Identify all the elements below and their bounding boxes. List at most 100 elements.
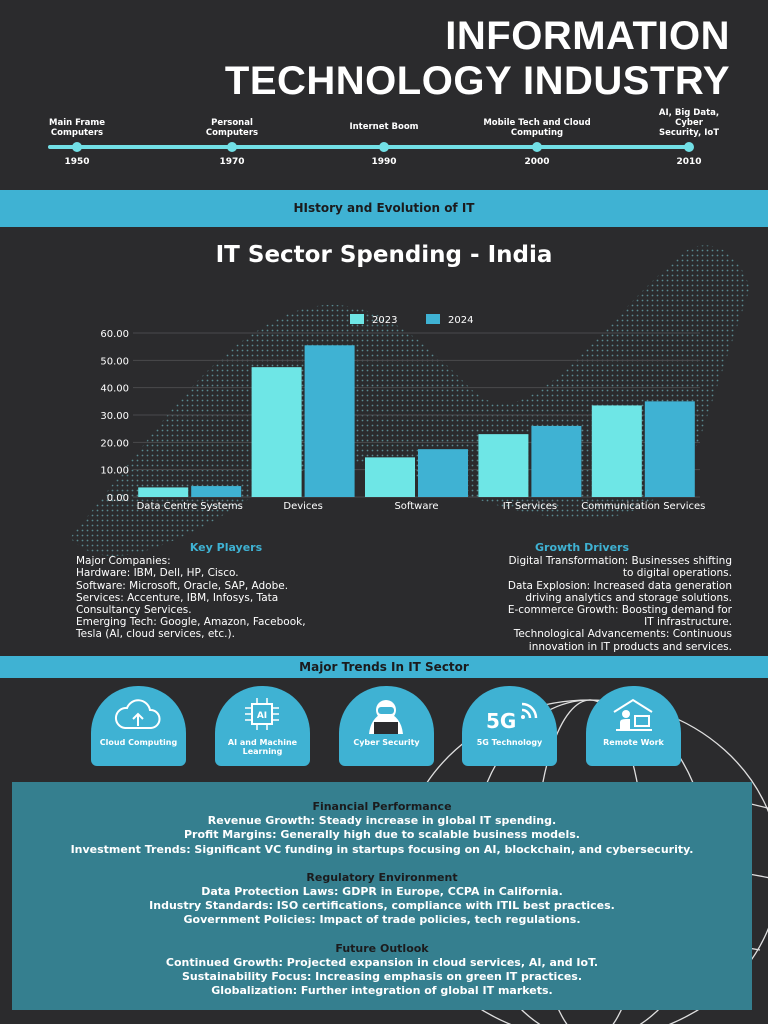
bar-2023 — [478, 434, 529, 497]
key-players-line: Consultancy Services. — [76, 604, 192, 617]
page-title: INFORMATION TECHNOLOGY INDUSTRY — [225, 14, 730, 104]
legend-swatch — [426, 314, 440, 324]
bar-2024 — [191, 486, 242, 497]
bar-2024 — [418, 449, 468, 497]
bar-2023 — [251, 367, 302, 497]
growth-drivers-line: IT infrastructure. — [644, 616, 732, 629]
title-line-2: TECHNOLOGY INDUSTRY — [224, 59, 730, 103]
timeline-label: Mobile Tech and Cloud Computing — [483, 118, 591, 138]
remote-work-icon — [613, 698, 653, 731]
trend-card-ai: AI AI and Machine Learning — [215, 686, 310, 766]
timeline-year: 2000 — [524, 157, 550, 167]
key-players-line: Emerging Tech: Google, Amazon, Facebook, — [76, 616, 306, 629]
growth-drivers-line: to digital operations. — [622, 567, 732, 580]
timeline-label: Internet Boom — [349, 122, 419, 132]
bar-2024 — [531, 425, 582, 497]
trends-band: Major Trends In IT Sector — [0, 656, 768, 678]
trend-label: 5G Technology — [476, 738, 543, 747]
history-band: HIstory and Evolution of IT — [0, 190, 768, 227]
trend-card-5g: 5G 5G Technology — [462, 686, 557, 766]
financial-section: Financial Performance Revenue Growth: St… — [12, 800, 752, 857]
regulatory-line: Government Policies: Impact of trade pol… — [183, 913, 581, 927]
timeline-dot — [684, 142, 694, 152]
bar-2023 — [365, 457, 415, 497]
regulatory-section: Regulatory Environment Data Protection L… — [12, 871, 752, 928]
key-players-heading: Key Players — [189, 541, 263, 554]
x-category-label: Communication Services — [581, 501, 705, 512]
timeline-label: Personal Computers — [205, 118, 259, 138]
key-players-line: Tesla (AI, cloud services, etc.). — [76, 628, 235, 641]
growth-drivers-line: E-commerce Growth: Boosting demand for — [507, 604, 732, 617]
y-tick-label: 40.00 — [100, 384, 129, 395]
timeline: Main Frame Computers 1950 Personal Compu… — [0, 104, 768, 174]
growth-drivers-heading: Growth Drivers — [534, 541, 630, 554]
timeline-dot — [72, 142, 82, 152]
key-players-line: Hardware: IBM, Dell, HP, Cisco. — [76, 567, 239, 580]
trend-label: Cloud Computing — [99, 738, 178, 747]
timeline-dot — [227, 142, 237, 152]
bar-2023 — [591, 405, 642, 497]
5g-glyph: 5G — [486, 709, 516, 733]
timeline-line — [48, 145, 693, 149]
y-tick-label: 20.00 — [100, 438, 129, 449]
x-category-label: Devices — [283, 501, 322, 512]
timeline-label: Main Frame Computers — [49, 118, 105, 138]
key-players-line: Major Companies: — [76, 555, 171, 568]
trend-card-cyber: Cyber Security — [339, 686, 434, 766]
regulatory-heading: Regulatory Environment — [306, 870, 458, 884]
outlook-line: Sustainability Focus: Increasing emphasi… — [181, 970, 583, 984]
x-category-label: IT Services — [503, 501, 557, 512]
financial-line: Investment Trends: Significant VC fundin… — [70, 842, 694, 856]
key-players: Key Players Major Companies: Hardware: I… — [76, 541, 376, 641]
legend-label: 2024 — [448, 315, 473, 326]
ai-chip-text: AI — [257, 711, 267, 721]
ai-chip-icon: AI — [245, 698, 279, 730]
growth-drivers: Growth Drivers Digital Transformation: B… — [432, 541, 732, 653]
growth-drivers-line: Data Explosion: Increased data generatio… — [507, 579, 732, 592]
y-tick-label: 30.00 — [100, 411, 129, 422]
timeline-dot — [379, 142, 389, 152]
trend-card-cloud: Cloud Computing — [91, 686, 186, 766]
legend-swatch — [350, 314, 364, 324]
timeline-dot — [532, 142, 542, 152]
outlook-section: Future Outlook Continued Growth: Project… — [12, 942, 752, 999]
bar-2024 — [644, 401, 695, 497]
outlook-line: Globalization: Further integration of gl… — [211, 984, 553, 998]
trend-label: Remote Work — [603, 738, 664, 747]
financial-line: Revenue Growth: Steady increase in globa… — [207, 814, 557, 828]
chart-title: IT Sector Spending - India — [215, 242, 553, 268]
5g-icon: 5G — [486, 702, 538, 733]
timeline-year: 2010 — [676, 157, 702, 167]
regulatory-line: Industry Standards: ISO certifications, … — [149, 899, 615, 913]
timeline-label: AI, Big Data, Cyber Security, IoT — [658, 108, 720, 138]
x-category-label: Data Centre Systems — [137, 501, 243, 512]
x-category-label: Software — [394, 501, 438, 512]
y-tick-label: 60.00 — [100, 329, 129, 340]
trend-label: Cyber Security — [353, 738, 420, 747]
growth-drivers-line: Technological Advancements: Continuous — [513, 628, 732, 641]
growth-drivers-line: driving analytics and storage solutions. — [525, 591, 732, 604]
outlook-line: Continued Growth: Projected expansion in… — [165, 955, 599, 969]
financial-heading: Financial Performance — [312, 800, 452, 813]
title-line-1: INFORMATION — [445, 14, 730, 58]
trends-row: Cloud Computing AI AI and Machine Learni… — [0, 680, 768, 780]
timeline-year: 1970 — [219, 157, 245, 167]
timeline-year: 1990 — [371, 157, 397, 167]
regulatory-line: Data Protection Laws: GDPR in Europe, CC… — [201, 885, 563, 899]
y-tick-label: 50.00 — [100, 356, 129, 367]
bar-2024 — [304, 345, 355, 497]
hacker-icon — [369, 700, 403, 734]
growth-drivers-line: Digital Transformation: Businesses shift… — [508, 555, 732, 568]
legend-label: 2023 — [372, 315, 397, 326]
cloud-upload-icon — [115, 699, 161, 729]
outlook-heading: Future Outlook — [335, 941, 429, 955]
y-tick-label: 0.00 — [107, 493, 129, 504]
timeline-year: 1950 — [64, 157, 90, 167]
industry-summary-panel: Financial Performance Revenue Growth: St… — [12, 782, 752, 1010]
financial-line: Profit Margins: Generally high due to sc… — [184, 828, 580, 842]
bar-2023 — [138, 487, 189, 497]
spending-bar-chart: 0.00 10.00 20.00 30.00 40.00 50.00 60.00 Data … — [100, 314, 705, 512]
key-players-line: Software: Microsoft, Oracle, SAP, Adobe. — [76, 579, 289, 592]
trend-card-remote: Remote Work — [586, 686, 681, 766]
trend-label: AI and Machine Learning — [227, 738, 298, 756]
